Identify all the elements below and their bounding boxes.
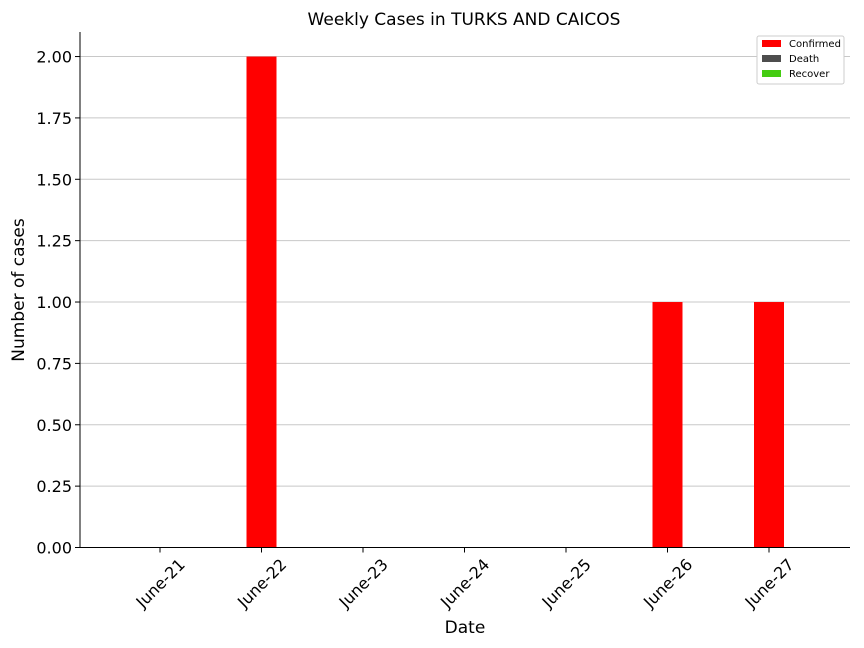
x-tick-label: June-27 (741, 555, 798, 612)
y-axis-title: Number of cases (9, 218, 29, 362)
bar-confirmed (652, 302, 683, 548)
axes (79, 32, 850, 548)
x-axis-title: Date (445, 618, 486, 638)
y-tick-label: 0.25 (36, 477, 72, 496)
x-tick-label: June-26 (639, 555, 696, 612)
y-tick-label: 1.00 (36, 293, 72, 312)
legend-label-recover: Recover (789, 69, 830, 80)
bar-confirmed (754, 302, 784, 548)
legend-swatch-confirmed (762, 40, 781, 47)
y-tick-label: 1.50 (36, 170, 72, 189)
y-tick-label: 1.75 (36, 109, 72, 128)
x-tick-label: June-24 (436, 555, 493, 612)
legend-label-death: Death (789, 54, 819, 65)
y-tick-label: 0.75 (36, 354, 72, 373)
x-tick-label: June-21 (132, 555, 189, 612)
y-tick-label: 0.50 (36, 416, 72, 435)
chart-title: Weekly Cases in TURKS AND CAICOS (308, 10, 621, 30)
y-tick-label: 2.00 (36, 48, 72, 67)
legend-label-confirmed: Confirmed (789, 39, 841, 50)
legend-swatch-recover (762, 70, 781, 77)
legend: Confirmed Death Recover (756, 35, 845, 85)
bars (246, 56, 784, 548)
y-tick-label: 1.25 (36, 232, 72, 251)
legend-swatch-death (762, 55, 781, 62)
gridlines (80, 56, 850, 487)
x-tick-label: June-23 (335, 555, 392, 612)
y-ticks: 0.00 0.25 0.50 0.75 1.00 1.25 1.50 1.75 2.00 (36, 48, 80, 558)
y-tick-label: 0.00 (36, 539, 72, 558)
x-tick-label: June-22 (233, 555, 290, 612)
x-ticks: June-21 June-22 June-23 June-24 June-25 June-… (132, 547, 798, 612)
x-tick-label: June-25 (538, 555, 595, 612)
bar-confirmed (246, 56, 277, 548)
